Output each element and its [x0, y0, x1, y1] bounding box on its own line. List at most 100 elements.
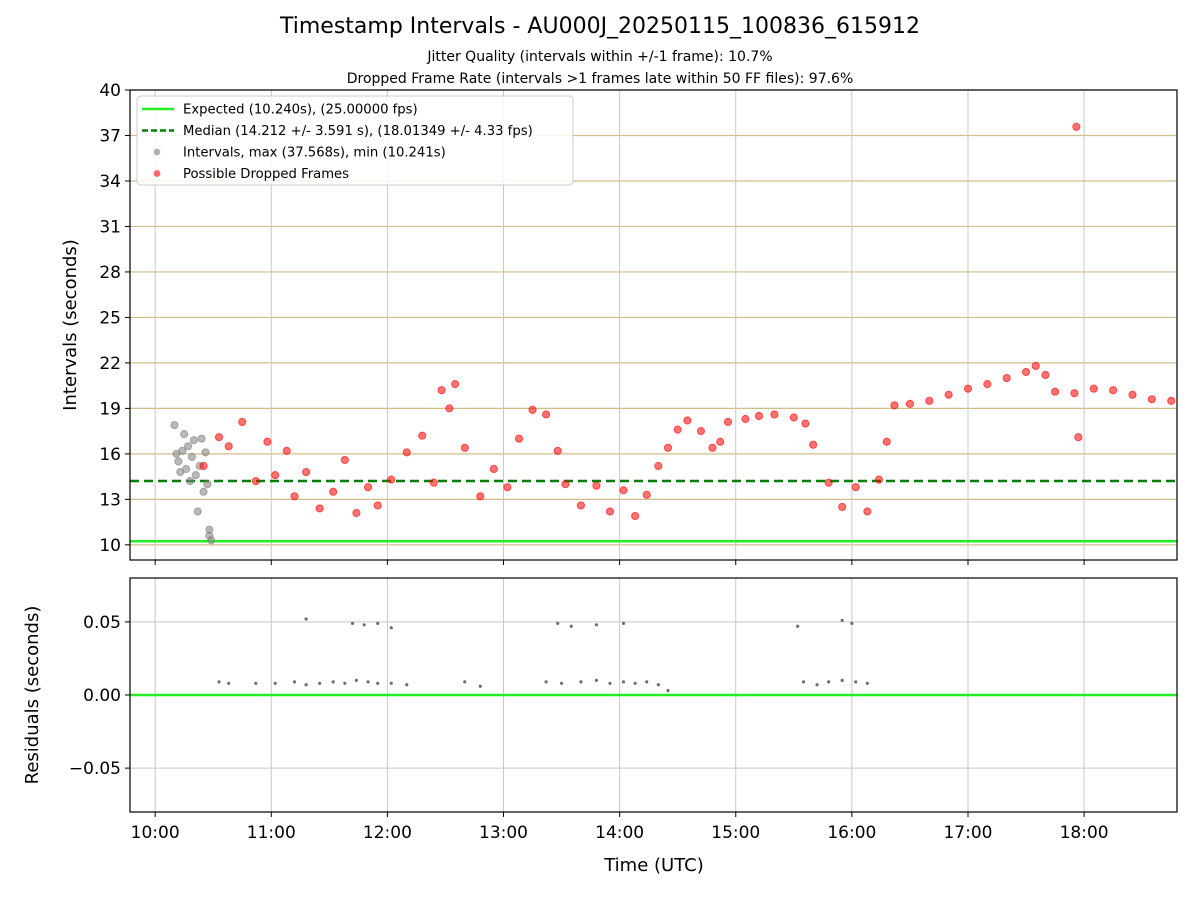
interval-point — [187, 452, 197, 462]
residual-point — [389, 681, 393, 685]
residual-point — [815, 683, 819, 687]
dropped-frame-point — [315, 504, 324, 513]
dropped-frame-point — [1074, 433, 1083, 442]
residual-point — [544, 680, 548, 684]
residual-point — [318, 681, 322, 685]
residual-point — [796, 624, 800, 628]
dropped-frame-point — [224, 442, 233, 451]
dropped-frame-point — [387, 475, 396, 484]
residual-point — [559, 681, 564, 685]
bottom-y-tick-label: 0.05 — [83, 613, 121, 633]
dropped-frame-point — [809, 440, 818, 449]
dropped-frame-point — [418, 431, 427, 440]
residual-point — [362, 623, 366, 627]
top-y-tick-label: 16 — [99, 445, 121, 465]
interval-point — [180, 430, 189, 439]
residual-point — [478, 684, 482, 688]
dropped-frame-point — [1041, 370, 1050, 380]
residual-point — [463, 680, 467, 684]
dropped-frame-point — [290, 492, 299, 501]
x-tick-label: 14:00 — [595, 823, 644, 843]
residual-point — [292, 680, 297, 684]
dropped-frame-point — [673, 425, 682, 434]
residual-point — [556, 621, 560, 625]
dropped-frame-point — [654, 461, 663, 471]
dropped-frame-point — [1021, 367, 1031, 377]
top-y-tick-label: 34 — [99, 172, 121, 192]
top-y-tick-label: 22 — [99, 354, 121, 374]
residual-point — [827, 680, 831, 684]
residual-point — [304, 617, 308, 621]
dropped-frame-point — [696, 427, 706, 436]
dropped-frame-point — [723, 417, 733, 427]
dropped-frame-point — [199, 461, 208, 471]
dropped-frame-point — [561, 480, 570, 489]
interval-point — [185, 477, 195, 486]
residual-point — [840, 678, 844, 682]
residual-point — [376, 621, 380, 625]
dropped-frame-point — [663, 443, 673, 452]
dropped-frame-point — [282, 446, 291, 455]
top-y-tick-label: 37 — [99, 126, 121, 146]
legend-entry-label: Expected (10.240s), (25.00000 fps) — [183, 103, 418, 118]
dropped-frame-point — [1089, 384, 1098, 393]
x-tick-label: 17:00 — [943, 823, 992, 843]
dropped-frame-point — [271, 470, 280, 480]
dropped-frame-point — [851, 483, 860, 492]
dropped-frame-point — [642, 490, 651, 499]
legend-marker-swatch — [153, 170, 161, 177]
dropped-frame-point — [251, 477, 260, 486]
dropped-frame-point — [754, 411, 764, 421]
dropped-frame-point — [476, 492, 485, 501]
interval-point — [189, 436, 198, 445]
x-tick-label: 12:00 — [363, 823, 412, 843]
legend-entry-label: Median (14.212 +/- 3.591 s), (18.01349 +… — [183, 124, 533, 139]
dropped-frame-point — [708, 443, 717, 452]
residual-point — [376, 681, 380, 685]
interval-point — [203, 480, 212, 489]
dropped-frame-point — [1072, 122, 1081, 131]
dropped-frame-point — [716, 437, 725, 446]
dropped-frame-point — [925, 396, 934, 405]
x-tick-label: 15:00 — [711, 823, 760, 843]
dropped-frame-point — [801, 419, 810, 428]
dropped-frame-point — [402, 448, 411, 457]
residual-point — [594, 623, 599, 627]
interval-point — [197, 434, 206, 443]
dropped-frame-point — [683, 416, 692, 425]
dropped-frame-point — [451, 380, 460, 389]
dropped-frame-point — [824, 478, 833, 487]
top-y-tick-label: 40 — [99, 81, 121, 101]
dropped-frame-point — [882, 437, 891, 446]
dropped-frame-point — [528, 405, 537, 415]
legend: Expected (10.240s), (25.00000 fps) Median… — [136, 95, 574, 186]
top-y-tick-label: 10 — [99, 536, 121, 556]
interval-point — [182, 464, 191, 474]
residual-point — [569, 624, 573, 628]
interval-point — [183, 442, 193, 451]
dropped-frame-point — [605, 507, 615, 516]
dropped-frame-point — [503, 483, 512, 492]
dropped-frame-point — [789, 413, 798, 422]
residual-point — [801, 680, 806, 684]
interval-point — [193, 507, 202, 516]
interval-point — [201, 448, 210, 457]
dropped-frame-point — [1070, 389, 1079, 398]
legend-marker-swatch — [153, 148, 161, 156]
interval-point — [207, 536, 216, 545]
dropped-frame-point — [214, 433, 224, 442]
dropped-frame-point — [329, 487, 338, 496]
dropped-frame-point — [1147, 395, 1156, 404]
residual-point — [850, 621, 854, 625]
dropped-frame-point — [905, 399, 915, 408]
interval-point — [174, 457, 183, 466]
dropped-frame-point — [352, 508, 361, 518]
dropped-frame-point — [302, 467, 311, 477]
dropped-frame-point — [890, 401, 899, 410]
residual-point — [608, 681, 612, 685]
dropped-frame-point — [874, 475, 884, 484]
residual-point — [254, 681, 258, 685]
dropped-frame-point — [1128, 390, 1137, 399]
x-tick-label: 10:00 — [131, 823, 180, 843]
